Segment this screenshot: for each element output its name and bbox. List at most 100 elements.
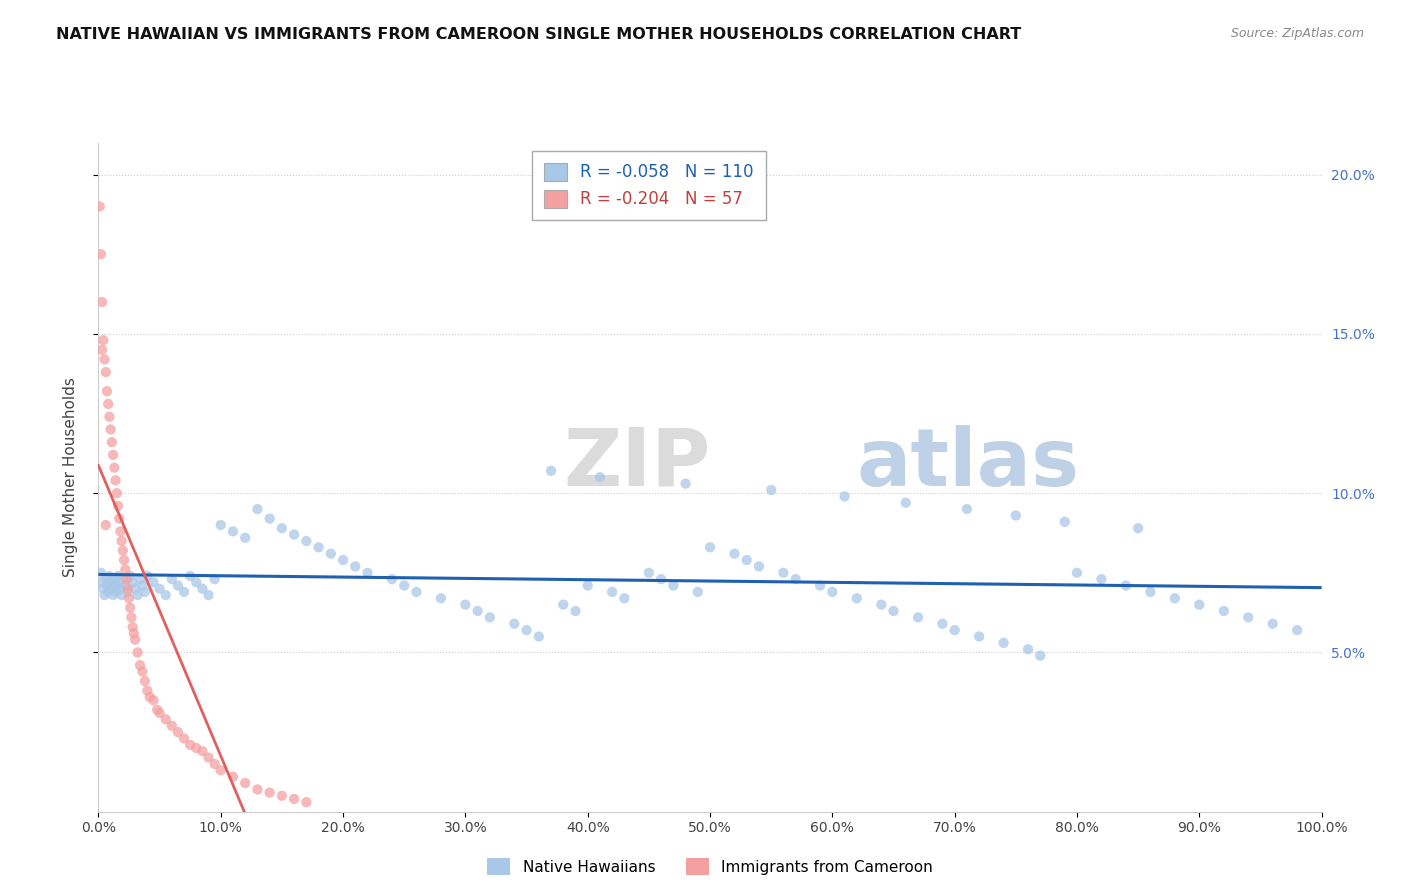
Point: [186, 741, 208, 756]
Point: [105, 585, 128, 599]
Point: [344, 559, 367, 574]
Point: [114, 563, 136, 577]
Point: [117, 585, 139, 599]
Point: [93, 352, 115, 367]
Point: [392, 578, 416, 592]
Point: [454, 598, 477, 612]
Point: [527, 630, 550, 644]
Point: [108, 511, 131, 525]
Point: [204, 756, 226, 771]
Text: atlas: atlas: [856, 425, 1080, 503]
Point: [98, 409, 121, 424]
Point: [638, 566, 661, 580]
Point: [515, 623, 537, 637]
Point: [259, 786, 281, 800]
Point: [100, 575, 122, 590]
Point: [104, 578, 127, 592]
Point: [356, 566, 378, 580]
Point: [121, 620, 143, 634]
Point: [967, 630, 990, 644]
Point: [785, 572, 807, 586]
Point: [186, 575, 208, 590]
Point: [283, 792, 305, 806]
Point: [105, 486, 128, 500]
Point: [91, 575, 114, 590]
Point: [1128, 521, 1150, 535]
Y-axis label: Single Mother Households: Single Mother Households: [63, 377, 77, 577]
Point: [155, 588, 177, 602]
Point: [503, 616, 526, 631]
Point: [870, 598, 893, 612]
Point: [197, 588, 219, 602]
Point: [107, 499, 129, 513]
Point: [179, 569, 201, 583]
Point: [246, 502, 269, 516]
Point: [103, 460, 125, 475]
Point: [129, 572, 152, 586]
Point: [1139, 585, 1161, 599]
Point: [319, 547, 342, 561]
Point: [90, 247, 112, 261]
Point: [1115, 578, 1137, 592]
Point: [89, 199, 111, 213]
Point: [662, 578, 685, 592]
Point: [430, 591, 453, 606]
Point: [405, 585, 427, 599]
Point: [222, 770, 245, 784]
Point: [1164, 591, 1187, 606]
Point: [103, 572, 125, 586]
Point: [761, 483, 783, 497]
Point: [894, 496, 917, 510]
Point: [115, 572, 138, 586]
Point: [122, 626, 145, 640]
Point: [834, 489, 856, 503]
Point: [246, 782, 269, 797]
Point: [134, 674, 156, 689]
Point: [93, 588, 115, 602]
Point: [943, 623, 966, 637]
Point: [270, 789, 294, 803]
Point: [1237, 610, 1260, 624]
Point: [735, 553, 758, 567]
Point: [675, 476, 697, 491]
Point: [101, 582, 124, 596]
Point: [808, 578, 831, 592]
Point: [100, 422, 122, 436]
Point: [723, 547, 745, 561]
Point: [131, 665, 153, 679]
Point: [101, 435, 124, 450]
Point: [772, 566, 794, 580]
Point: [129, 658, 152, 673]
Point: [478, 610, 501, 624]
Point: [332, 553, 354, 567]
Point: [142, 693, 165, 707]
Point: [118, 591, 141, 606]
Point: [111, 543, 134, 558]
Point: [96, 384, 118, 399]
Point: [1017, 642, 1039, 657]
Point: [94, 365, 117, 379]
Point: [136, 569, 159, 583]
Point: [1212, 604, 1234, 618]
Point: [259, 511, 281, 525]
Point: [167, 725, 190, 739]
Point: [1261, 616, 1284, 631]
Point: [111, 572, 134, 586]
Point: [222, 524, 245, 539]
Point: [111, 533, 134, 548]
Point: [1090, 572, 1112, 586]
Point: [564, 604, 586, 618]
Point: [686, 585, 709, 599]
Point: [173, 731, 195, 746]
Point: [90, 566, 112, 580]
Point: [131, 578, 153, 592]
Point: [160, 719, 183, 733]
Point: [111, 588, 134, 602]
Point: [149, 706, 172, 720]
Point: [1188, 598, 1211, 612]
Point: [91, 295, 114, 310]
Point: [104, 474, 127, 488]
Point: [308, 541, 330, 555]
Point: [108, 575, 131, 590]
Point: [94, 572, 117, 586]
